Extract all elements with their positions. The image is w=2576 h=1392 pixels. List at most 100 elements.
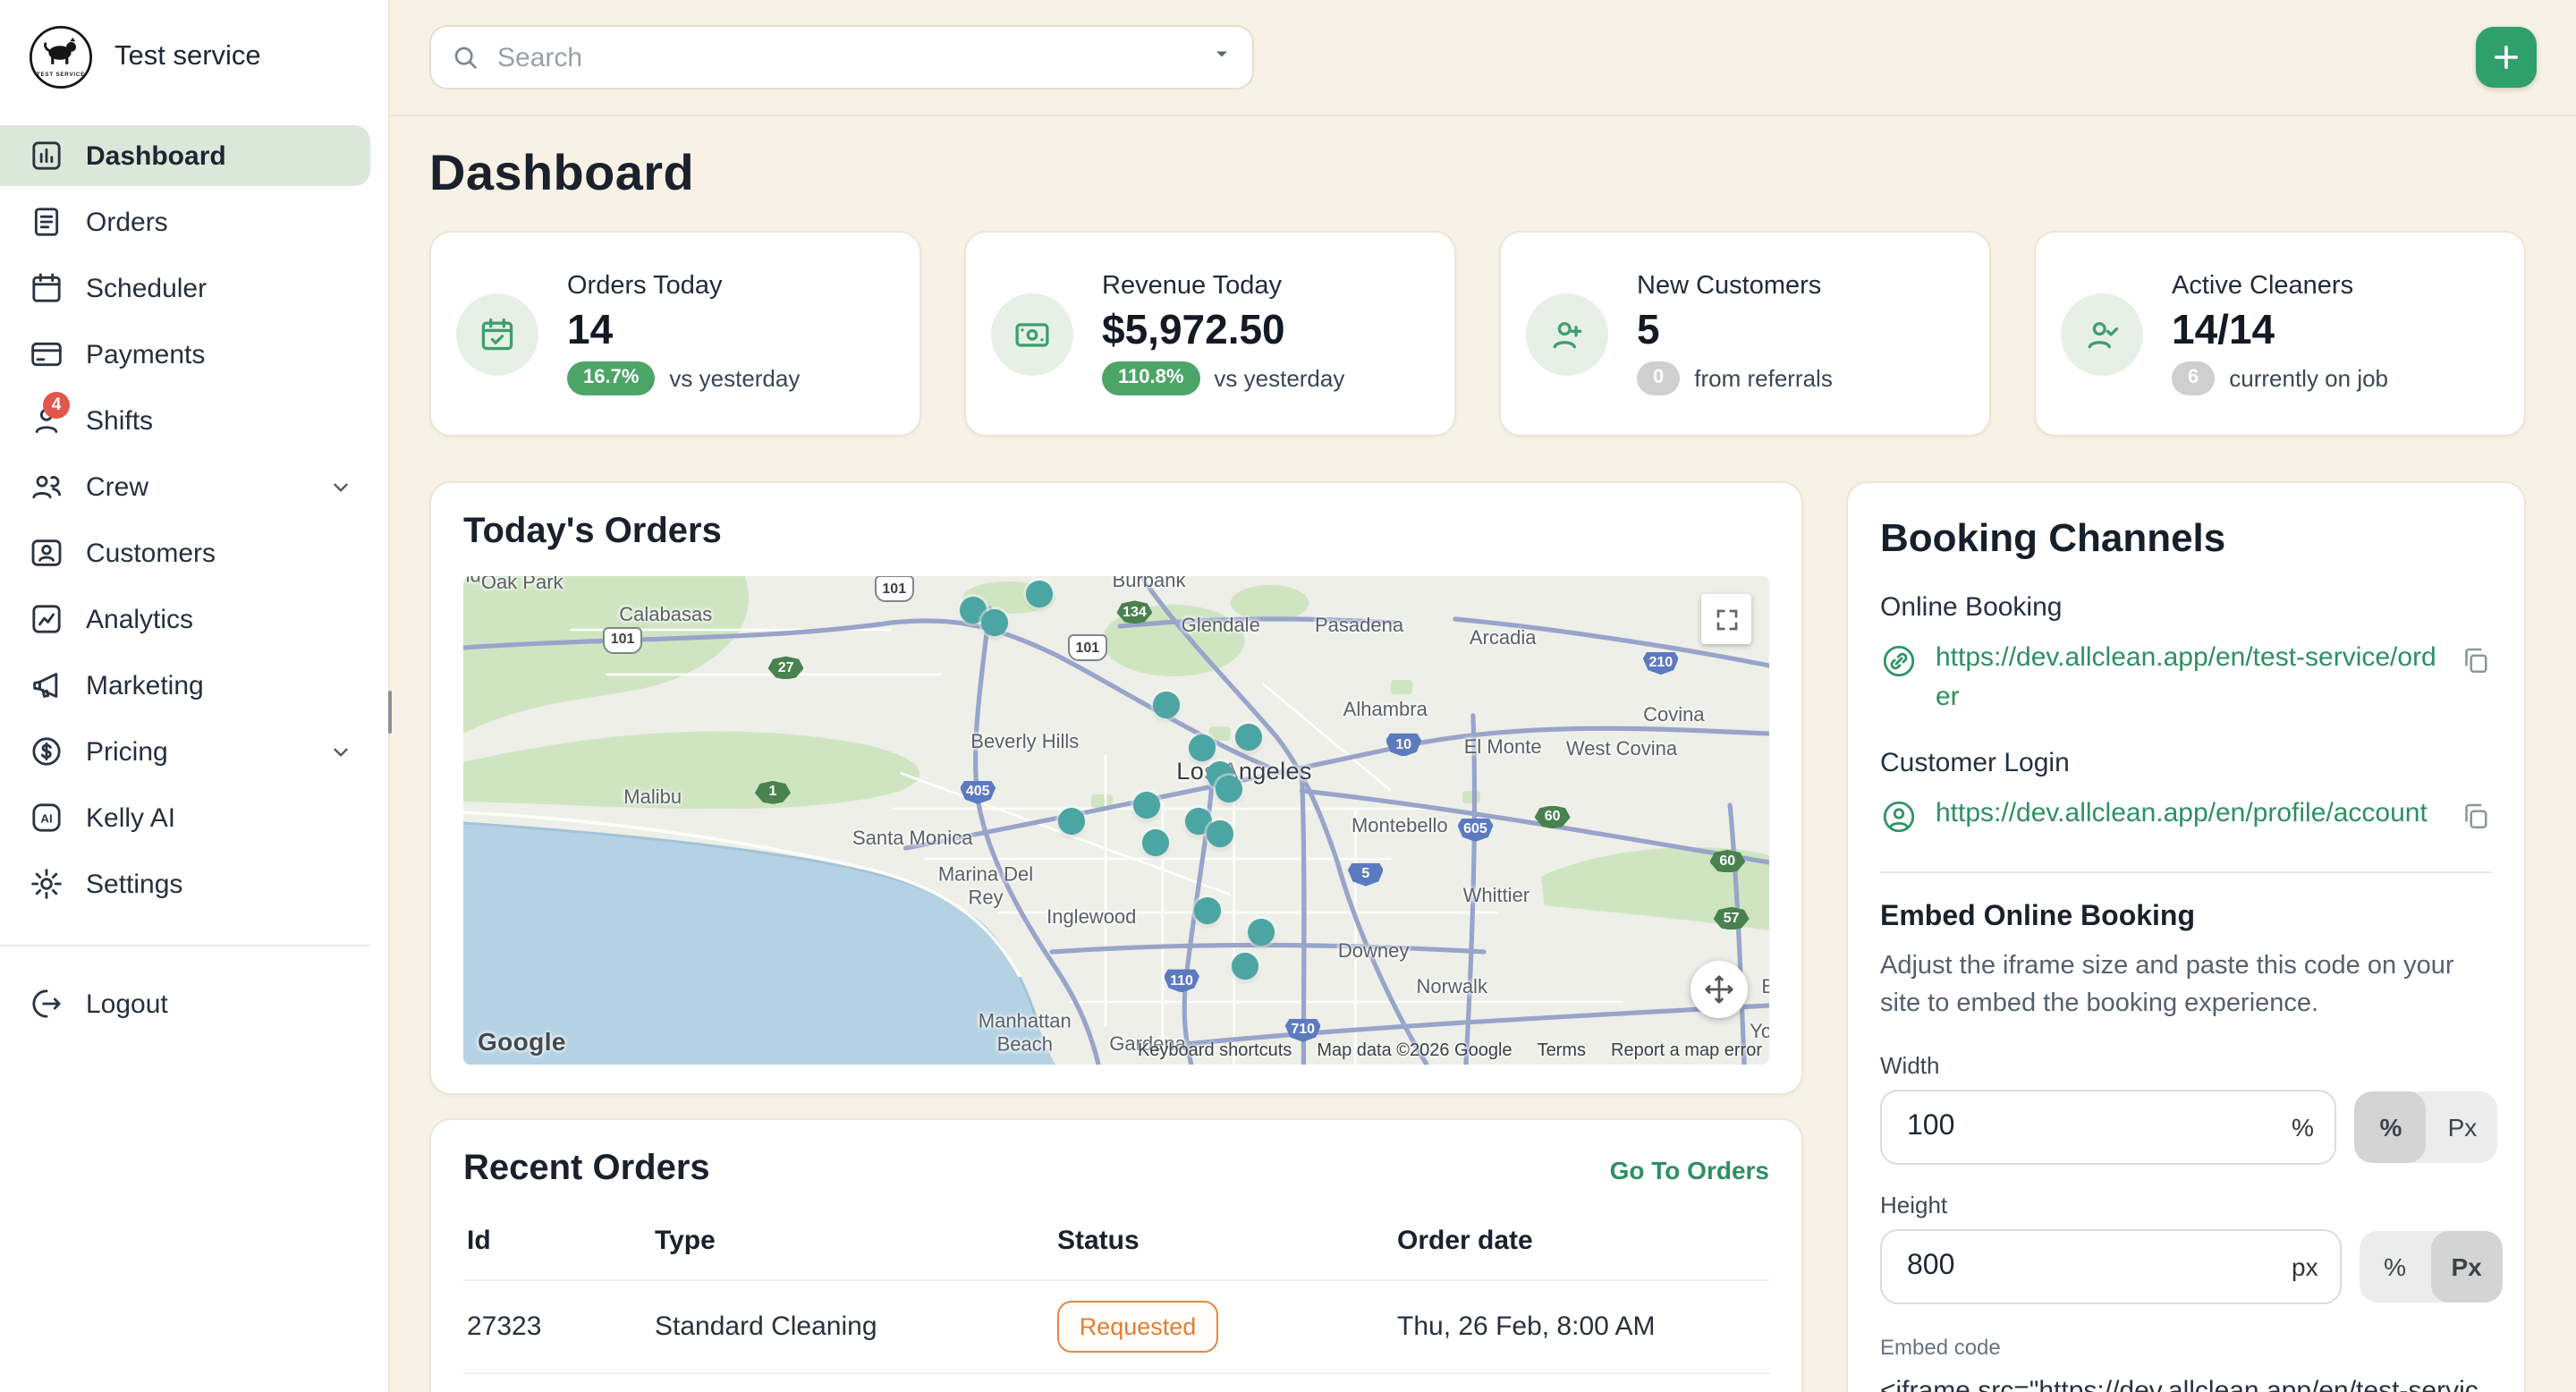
online-booking-url[interactable]: https://dev.allclean.app/en/test-service… xyxy=(1936,642,2436,712)
sidebar-item-label: Payments xyxy=(86,339,206,369)
table-row[interactable]: 27323 Standard Cleaning Requested Thu, 2… xyxy=(463,1279,1769,1372)
sidebar-item-label: Scheduler xyxy=(86,273,208,303)
brand: TEST SERVICE Test service xyxy=(0,25,388,89)
page-title: Dashboard xyxy=(429,145,695,200)
dashboard-content: Dashboard Orders Today 14 16.7% vs yester… xyxy=(390,116,2576,1392)
sidebar-resize-handle[interactable] xyxy=(387,691,392,734)
gear-icon xyxy=(29,866,64,902)
search-input[interactable] xyxy=(494,40,1197,74)
report-map-error-link[interactable]: Report a map error xyxy=(1611,1041,1762,1061)
sidebar-item-analytics[interactable]: Analytics xyxy=(0,589,370,649)
height-input[interactable] xyxy=(1903,1249,2281,1285)
sidebar-item-dashboard[interactable]: Dashboard xyxy=(0,125,370,186)
order-marker[interactable] xyxy=(1141,828,1169,855)
pan-control[interactable] xyxy=(1690,961,1748,1018)
stat-suffix: currently on job xyxy=(2229,365,2389,392)
sidebar-item-logout[interactable]: Logout xyxy=(0,973,370,1034)
order-marker[interactable] xyxy=(1234,723,1262,751)
user-plus-icon xyxy=(1526,293,1608,375)
order-marker[interactable] xyxy=(1206,819,1233,847)
unit-px-option[interactable]: Px xyxy=(2447,1113,2478,1142)
booking-channels-title: Booking Channels xyxy=(1880,515,2226,560)
copy-icon[interactable] xyxy=(2460,799,2492,831)
sidebar-item-crew[interactable]: Crew xyxy=(0,456,370,517)
credit-card-icon xyxy=(29,336,64,372)
width-input[interactable] xyxy=(1903,1109,2281,1145)
sidebar-item-customers[interactable]: Customers xyxy=(0,522,370,583)
sidebar-item-shifts[interactable]: 4 Shifts xyxy=(0,390,370,451)
stat-card-orders-today: Orders Today 14 16.7% vs yesterday xyxy=(429,231,921,437)
stat-card-active-cleaners: Active Cleaners 14/14 6 currently on job xyxy=(2034,231,2526,437)
sidebar-nav: Dashboard Orders Scheduler Payments 4 Sh… xyxy=(0,125,388,1363)
sidebar-item-payments[interactable]: Payments xyxy=(0,324,370,385)
sidebar-item-kelly-ai[interactable]: AI Kelly AI xyxy=(0,787,370,848)
sidebar-item-marketing[interactable]: Marketing xyxy=(0,655,370,716)
online-booking-label: Online Booking xyxy=(1880,592,2063,623)
embed-title: Embed Online Booking xyxy=(1880,901,2196,931)
sidebar-item-label: Shifts xyxy=(86,405,154,436)
stat-badge: 0 xyxy=(1637,361,1681,395)
search-icon xyxy=(454,47,477,69)
stat-badge: 16.7% xyxy=(567,361,656,395)
shifts-badge: 4 xyxy=(43,392,70,419)
order-marker[interactable] xyxy=(1025,580,1053,607)
user-circle-icon xyxy=(1880,797,1918,835)
link-icon xyxy=(1880,642,1918,680)
sidebar-item-label: Pricing xyxy=(86,736,168,767)
order-marker[interactable] xyxy=(1194,897,1222,924)
revenue-icon xyxy=(991,293,1073,375)
search-box[interactable] xyxy=(429,25,1254,89)
status-badge: Requested xyxy=(1057,1301,1218,1353)
sidebar-item-label: Dashboard xyxy=(86,140,226,171)
unit-percent-option[interactable]: % xyxy=(2354,1091,2427,1163)
sidebar-item-scheduler[interactable]: Scheduler xyxy=(0,258,370,318)
order-marker[interactable] xyxy=(1248,918,1275,946)
go-to-orders-link[interactable]: Go To Orders xyxy=(1609,1155,1769,1184)
height-unit-toggle: % Px xyxy=(2359,1231,2503,1303)
stat-label: Orders Today xyxy=(567,272,723,301)
table-row[interactable] xyxy=(463,1372,1769,1392)
unit-percent-option[interactable]: % xyxy=(2384,1252,2407,1281)
order-marker[interactable] xyxy=(1232,953,1259,980)
sidebar-item-label: Logout xyxy=(86,989,168,1019)
customer-login-url[interactable]: https://dev.allclean.app/en/profile/acco… xyxy=(1936,797,2428,828)
fullscreen-button[interactable] xyxy=(1701,594,1751,644)
stat-suffix: vs yesterday xyxy=(669,365,801,392)
order-date: Thu, 26 Feb, 8:00 AM xyxy=(1397,1311,1656,1342)
keyboard-shortcuts-link[interactable]: Keyboard shortcuts xyxy=(1137,1041,1292,1061)
chevron-down-icon[interactable] xyxy=(1211,41,1233,73)
brand-logo: TEST SERVICE xyxy=(29,25,93,89)
svg-text:TEST SERVICE: TEST SERVICE xyxy=(37,72,85,78)
column-header-status: Status xyxy=(1057,1226,1140,1256)
height-input-box: px xyxy=(1880,1229,2342,1304)
order-marker[interactable] xyxy=(1152,691,1180,718)
width-input-box: % xyxy=(1880,1090,2337,1165)
order-marker[interactable] xyxy=(1215,776,1242,803)
sidebar-item-orders[interactable]: Orders xyxy=(0,191,370,252)
stat-badge: 6 xyxy=(2172,361,2216,395)
sidebar-item-label: Analytics xyxy=(86,604,194,634)
terms-link[interactable]: Terms xyxy=(1537,1041,1587,1061)
add-button[interactable] xyxy=(2476,27,2537,88)
stat-value: 5 xyxy=(1637,306,1660,353)
embed-description: Adjust the iframe size and paste this co… xyxy=(1880,951,2454,1019)
copy-icon[interactable] xyxy=(2460,644,2492,676)
map-attribution: Keyboard shortcuts Map data ©2026 Google… xyxy=(1138,1041,1762,1061)
height-suffix: px xyxy=(2292,1252,2318,1281)
sidebar-item-label: Settings xyxy=(86,869,183,899)
orders-map[interactable]: Thousand Oaks Oak Park Calabasas Burbank… xyxy=(463,576,1769,1065)
order-marker[interactable] xyxy=(1058,807,1086,834)
order-marker[interactable] xyxy=(1132,792,1160,819)
map-canvas xyxy=(463,576,1769,1065)
stat-card-revenue-today: Revenue Today $5,972.50 110.8% vs yesterd… xyxy=(964,231,1456,437)
order-marker[interactable] xyxy=(981,608,1009,636)
order-marker[interactable] xyxy=(1189,734,1216,762)
unit-px-option[interactable]: Px xyxy=(2430,1231,2503,1303)
stat-value: 14/14 xyxy=(2172,306,2275,353)
orders-icon xyxy=(29,204,64,240)
sidebar-item-pricing[interactable]: Pricing xyxy=(0,721,370,782)
stat-card-new-customers: New Customers 5 0 from referrals xyxy=(1499,231,1991,437)
stat-suffix: from referrals xyxy=(1694,365,1833,392)
embed-code[interactable]: <iframe src="https://dev.allclean.app/en… xyxy=(1880,1376,2479,1392)
sidebar-item-settings[interactable]: Settings xyxy=(0,853,370,914)
